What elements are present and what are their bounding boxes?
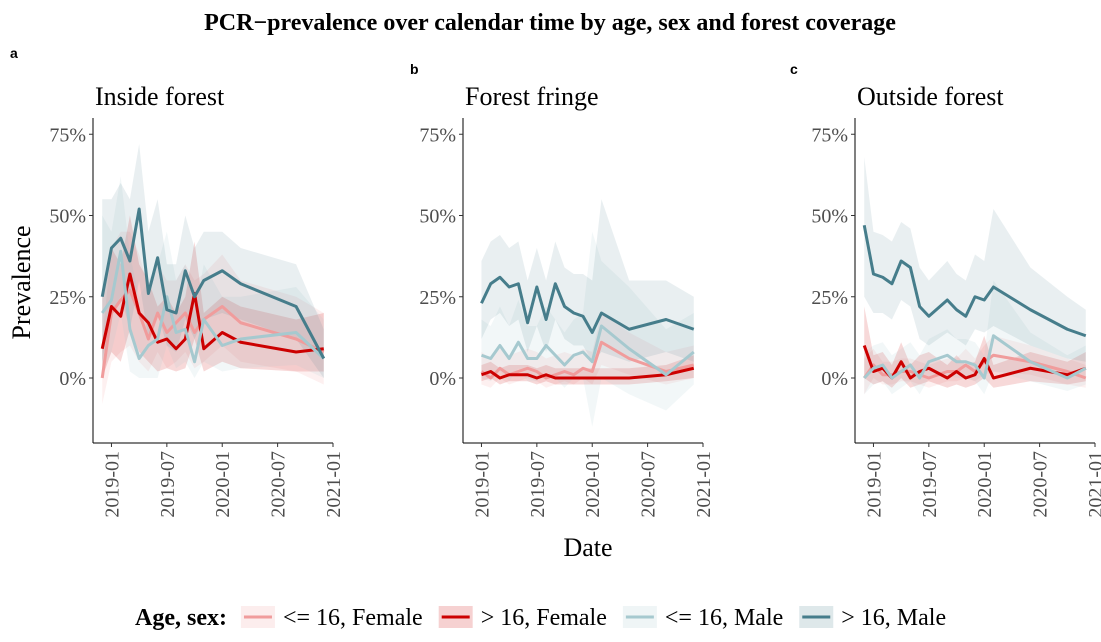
y-tick-label: 50% [419, 206, 456, 228]
y-tick-label: 75% [811, 124, 848, 146]
legend-label: > 16, Female [481, 605, 607, 631]
y-tick-label: 75% [419, 124, 456, 146]
series-line [480, 340, 695, 380]
confidence-band [102, 176, 324, 378]
series-line [100, 207, 326, 360]
x-tick-label: 2019-01 [101, 451, 123, 518]
panel-letter: b [410, 61, 419, 77]
panel-title: Inside forest [95, 82, 225, 111]
x-tick-label: 2020-07 [638, 451, 660, 518]
x-tick-label: 2019-07 [527, 451, 549, 518]
y-tick-label: 0% [59, 368, 86, 390]
x-tick-label: 2020-01 [582, 451, 604, 518]
y-axis-title: Prevalence [7, 225, 36, 339]
series-line [101, 249, 325, 364]
confidence-band [102, 144, 324, 378]
x-axis-title: Date [563, 533, 612, 562]
confidence-band [481, 313, 694, 388]
chart-title: PCR−prevalence over calendar time by age… [204, 10, 896, 36]
legend-title: Age, sex: [135, 605, 227, 631]
panel-letter: a [10, 45, 18, 61]
x-tick-label: 2020-07 [268, 451, 290, 518]
y-tick-label: 75% [49, 124, 86, 146]
y-tick-label: 25% [419, 287, 456, 309]
x-tick-label: 2021-01 [323, 451, 345, 518]
confidence-band [102, 231, 324, 404]
x-tick-label: 2020-07 [1030, 451, 1052, 518]
legend-label: > 16, Male [841, 605, 946, 631]
series-line [480, 366, 695, 380]
series-line [480, 275, 695, 334]
x-tick-label: 2019-07 [919, 451, 941, 518]
x-tick-label: 2021-01 [1085, 451, 1101, 518]
confidence-band [864, 157, 1086, 362]
panel-letter: c [790, 61, 798, 77]
x-tick-label: 2019-07 [157, 451, 179, 518]
panel-title: Forest fringe [465, 82, 599, 111]
y-tick-label: 25% [811, 287, 848, 309]
x-tick-label: 2021-01 [693, 451, 715, 518]
series-line [862, 224, 1087, 338]
series-line [863, 334, 1087, 380]
y-tick-label: 50% [49, 206, 86, 228]
y-tick-label: 25% [49, 287, 86, 309]
confidence-band [481, 199, 694, 362]
series-line [480, 324, 695, 377]
x-tick-label: 2020-01 [212, 451, 234, 518]
legend-label: <= 16, Male [665, 605, 783, 631]
x-tick-label: 2020-01 [974, 451, 996, 518]
confidence-band [864, 280, 1086, 395]
y-tick-label: 0% [429, 368, 456, 390]
x-tick-label: 2019-01 [471, 451, 493, 518]
y-tick-label: 0% [821, 368, 848, 390]
x-tick-label: 2019-01 [863, 451, 885, 518]
y-tick-label: 50% [811, 206, 848, 228]
panel-title: Outside forest [857, 82, 1004, 111]
legend-label: <= 16, Female [283, 605, 423, 631]
